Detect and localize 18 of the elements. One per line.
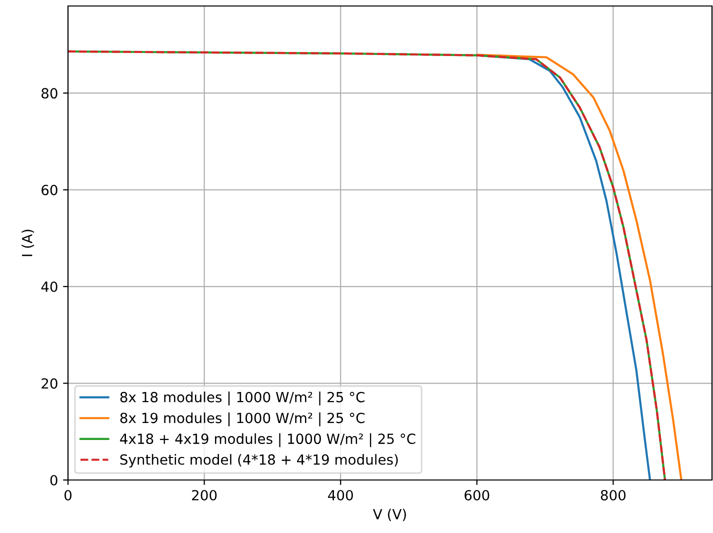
x-tick-label: 200 [192, 490, 217, 500]
legend-label: Synthetic model (4*18 + 4*19 modules) [120, 454, 398, 468]
x-axis-title: V (V) [372, 508, 406, 522]
x-tick-label: 0 [64, 490, 72, 500]
y-tick-label: 20 [42, 378, 58, 389]
y-tick-label: 60 [42, 184, 58, 196]
x-tick-label: 600 [464, 490, 490, 500]
y-tick-label: 80 [42, 88, 58, 99]
y-tick-label: 40 [41, 282, 58, 292]
y-tick-label: 0 [50, 474, 58, 486]
legend-label: 4x18 + 4x19 modules | 1000 W/m² | 25 °C [120, 433, 416, 448]
line-series [68, 50, 666, 480]
legend-label: 8x 18 modules | 1000 W/m² | 25 °C [120, 392, 364, 406]
line-series [476, 54, 682, 480]
y-axis-title: I (A) [22, 230, 34, 256]
x-tick-label: 400 [328, 490, 353, 500]
x-tick-label: 800 [600, 490, 626, 500]
legend-label: 8x 19 modules | 1000 W/m² | 25 °C [120, 412, 364, 426]
